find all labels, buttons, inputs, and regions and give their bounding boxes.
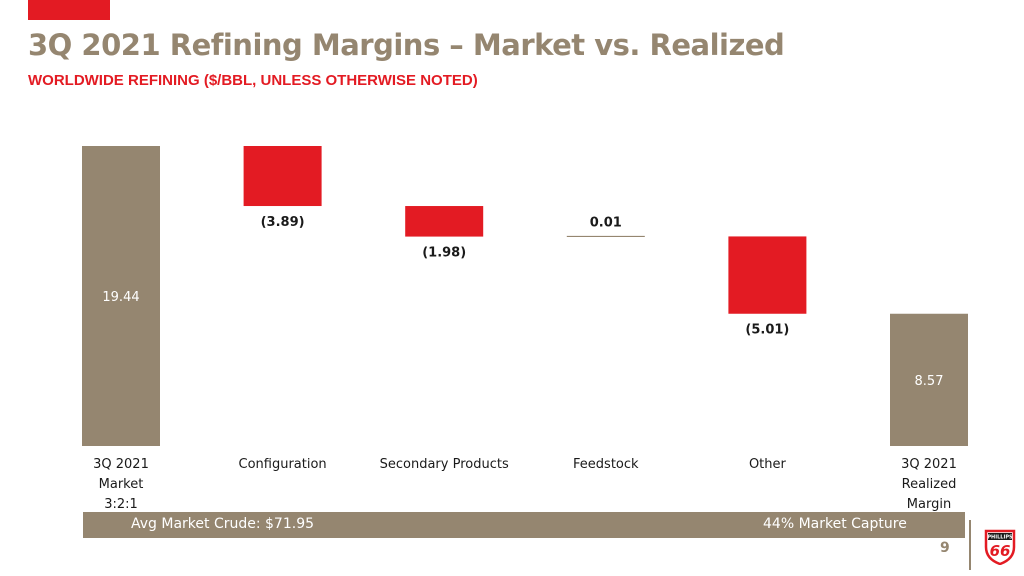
- category-label-0-2: 3:2:1: [104, 497, 138, 512]
- category-label-5-1: Realized: [902, 477, 957, 492]
- market-capture: 44% Market Capture: [763, 516, 907, 532]
- footer-band: Avg Market Crude: $71.95 44% Market Capt…: [83, 512, 965, 538]
- logo-number: 66: [990, 542, 1011, 560]
- category-label-4-0: Other: [749, 457, 787, 472]
- divider: [969, 520, 971, 570]
- logo-wordmark: PHILLIPS: [987, 535, 1013, 541]
- category-label-0-0: 3Q 2021: [93, 457, 149, 472]
- data-label-5: 8.57: [915, 374, 944, 389]
- bar-delta-4: [728, 236, 807, 314]
- bar-total-0: [82, 146, 160, 446]
- accent-bar: [28, 0, 110, 20]
- data-label-2: (1.98): [422, 246, 466, 261]
- data-label-0: 19.44: [102, 290, 139, 305]
- category-label-3-0: Feedstock: [573, 457, 639, 472]
- data-label-3: 0.01: [590, 215, 622, 230]
- page-number: 9: [940, 540, 950, 556]
- category-label-1-0: Configuration: [239, 457, 327, 472]
- bar-delta-1: [243, 146, 322, 207]
- data-label-4: (5.01): [745, 323, 789, 338]
- bar-delta-2: [405, 206, 484, 237]
- waterfall-chart: 19.44 (3.89) (1.98) 0.01 (5.01) 8.57 3Q 2021 Ma…: [82, 146, 968, 512]
- category-label-0-1: Market: [99, 477, 144, 492]
- category-label-5-0: 3Q 2021: [901, 457, 957, 472]
- avg-market-crude: Avg Market Crude: $71.95: [131, 516, 315, 532]
- page-subtitle: WORLDWIDE REFINING ($/BBL, UNLESS OTHERW…: [28, 72, 478, 89]
- page-title: 3Q 2021 Refining Margins – Market vs. Re…: [28, 28, 785, 62]
- category-label-2-0: Secondary Products: [380, 457, 509, 472]
- data-label-1: (3.89): [261, 215, 305, 230]
- phillips66-shield-icon: PHILLIPS 66: [984, 529, 1016, 565]
- bar-total-5: [890, 313, 968, 446]
- category-label-5-2: Margin: [907, 497, 951, 512]
